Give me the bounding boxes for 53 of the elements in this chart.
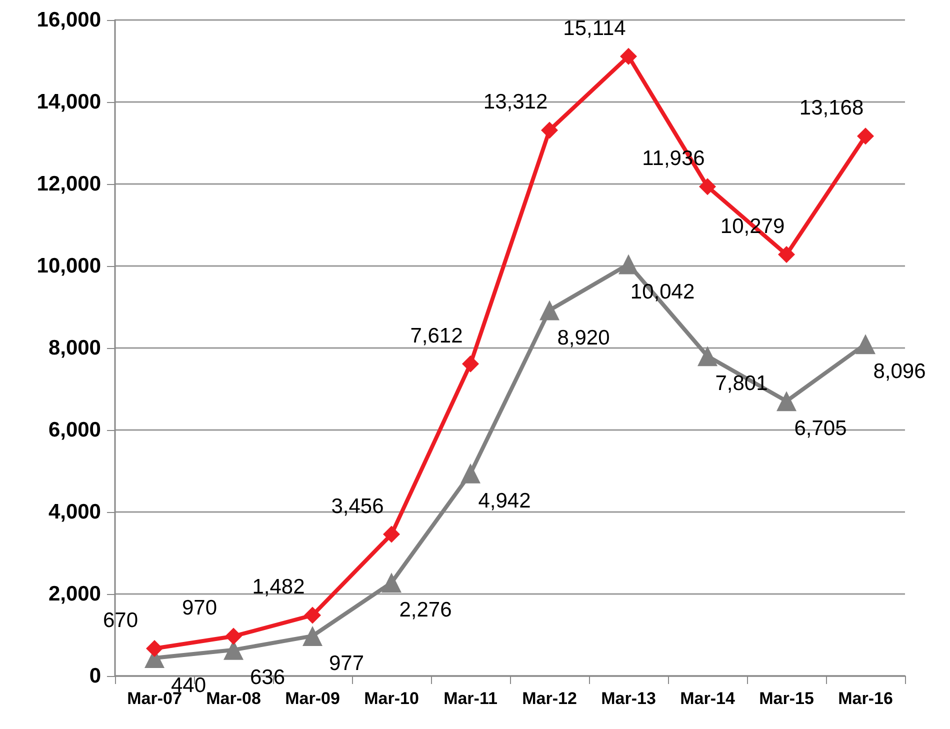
y-tick-label: 10,000 bbox=[36, 254, 101, 278]
point bbox=[618, 254, 638, 274]
x-tick-label: Mar-14 bbox=[680, 689, 736, 708]
x-tick-label: Mar-08 bbox=[206, 689, 261, 708]
data-label: 1,482 bbox=[252, 576, 305, 599]
point bbox=[620, 48, 637, 65]
point bbox=[698, 346, 718, 366]
y-tick-label: 16,000 bbox=[36, 8, 101, 32]
point bbox=[856, 334, 876, 354]
point bbox=[857, 128, 874, 145]
y-tick-label: 14,000 bbox=[36, 90, 101, 114]
point bbox=[699, 178, 716, 196]
x-tick-label: Mar-11 bbox=[444, 689, 498, 708]
data-label: 636 bbox=[250, 666, 286, 689]
point bbox=[382, 572, 402, 593]
point bbox=[776, 391, 796, 412]
y-tick-label: 0 bbox=[89, 664, 101, 688]
y-tick-label: 12,000 bbox=[36, 172, 101, 196]
x-tick-label: Mar-16 bbox=[838, 689, 893, 708]
x-tick-label: Mar-13 bbox=[601, 689, 656, 708]
x-tick-label: Mar-09 bbox=[285, 689, 340, 708]
y-tick-label: 6,000 bbox=[48, 418, 101, 442]
point bbox=[302, 626, 322, 646]
y-tick-label: 4,000 bbox=[48, 500, 101, 524]
data-label: 6,705 bbox=[794, 417, 847, 440]
data-label: 15,114 bbox=[563, 16, 626, 40]
data-label: 8,096 bbox=[873, 360, 926, 384]
data-label: 3,456 bbox=[331, 494, 384, 518]
data-label: 13,168 bbox=[799, 96, 864, 120]
y-tick-label: 8,000 bbox=[48, 336, 101, 360]
y-tick-label: 2,000 bbox=[48, 582, 101, 606]
point bbox=[540, 300, 560, 320]
data-label: 977 bbox=[328, 652, 364, 675]
data-label: 8,920 bbox=[557, 326, 610, 350]
x-tick-label: Mar-12 bbox=[522, 689, 577, 708]
data-label: 13,312 bbox=[483, 90, 548, 114]
point bbox=[146, 640, 163, 658]
data-label: 10,042 bbox=[630, 280, 695, 304]
point bbox=[304, 606, 321, 624]
data-label: 970 bbox=[182, 596, 218, 620]
point bbox=[541, 122, 558, 139]
point bbox=[225, 628, 242, 645]
point bbox=[462, 355, 479, 372]
point bbox=[383, 526, 400, 543]
point bbox=[778, 246, 795, 264]
point bbox=[460, 463, 480, 484]
x-tick-label: Mar-15 bbox=[759, 689, 814, 708]
data-label: 4,942 bbox=[478, 489, 531, 512]
data-label: 7,612 bbox=[410, 324, 463, 348]
x-tick-label: Mar-10 bbox=[364, 689, 419, 708]
data-label: 7,801 bbox=[715, 372, 768, 396]
data-label: 2,276 bbox=[399, 598, 452, 622]
data-label: 670 bbox=[102, 609, 138, 632]
